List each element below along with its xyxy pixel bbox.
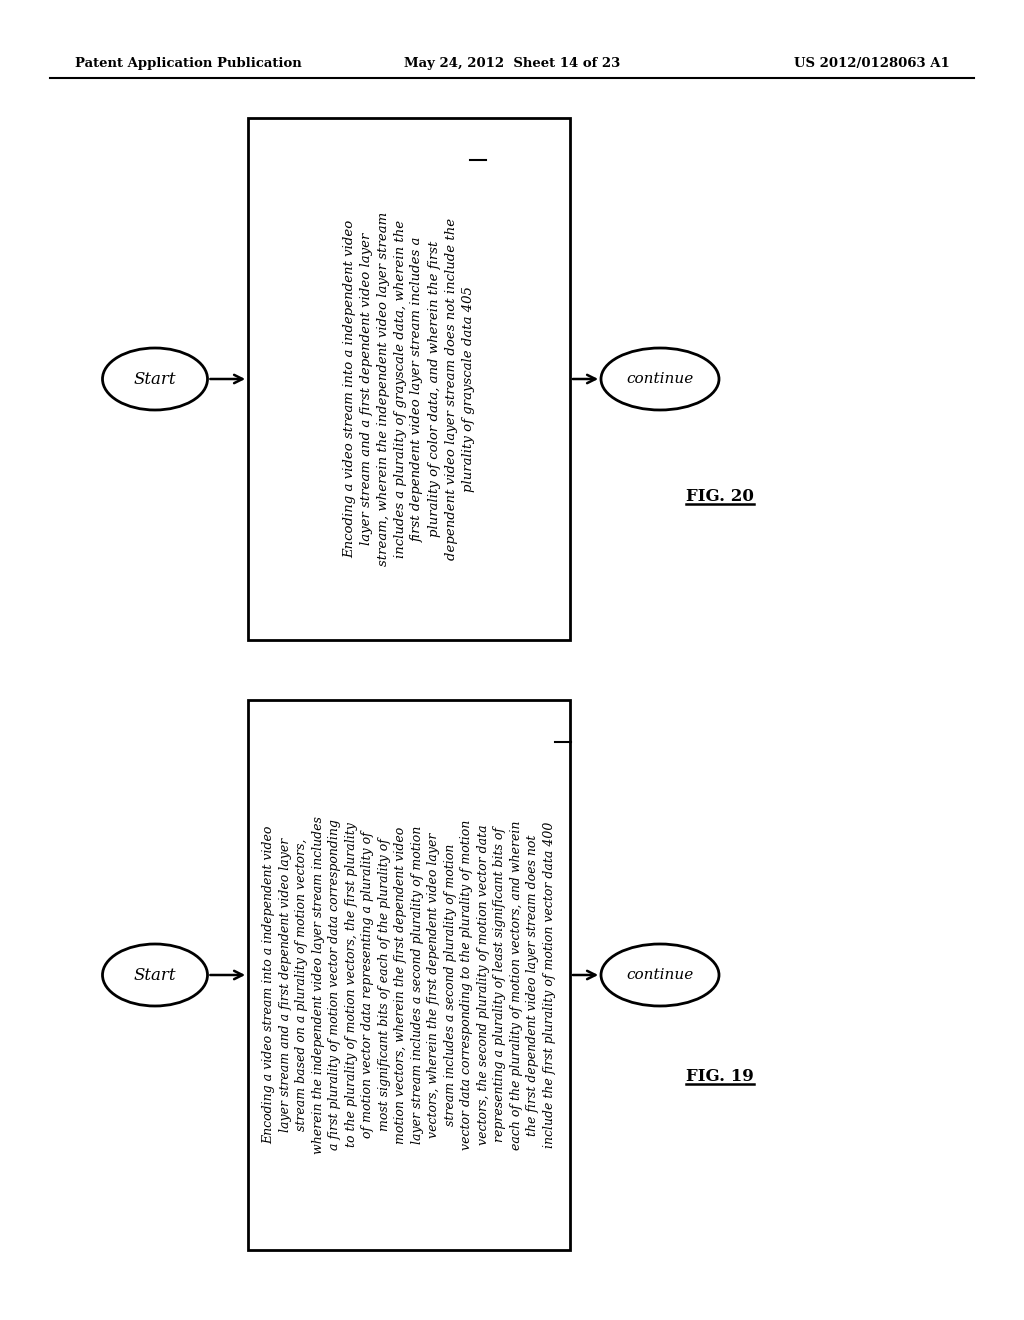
Text: Encoding a video stream into a independent video
layer stream and a first depend: Encoding a video stream into a independe… xyxy=(262,816,556,1154)
Text: May 24, 2012  Sheet 14 of 23: May 24, 2012 Sheet 14 of 23 xyxy=(403,57,621,70)
Text: Start: Start xyxy=(134,371,176,388)
Text: FIG. 19: FIG. 19 xyxy=(686,1068,754,1085)
Text: Patent Application Publication: Patent Application Publication xyxy=(75,57,302,70)
Text: FIG. 20: FIG. 20 xyxy=(686,488,754,506)
Text: Encoding a video stream into a independent video
layer stream and a first depend: Encoding a video stream into a independe… xyxy=(343,213,475,566)
Text: US 2012/0128063 A1: US 2012/0128063 A1 xyxy=(795,57,950,70)
Bar xyxy=(248,700,570,1250)
Text: continue: continue xyxy=(627,372,693,385)
Bar xyxy=(248,117,570,640)
Text: continue: continue xyxy=(627,968,693,982)
Text: Start: Start xyxy=(134,966,176,983)
